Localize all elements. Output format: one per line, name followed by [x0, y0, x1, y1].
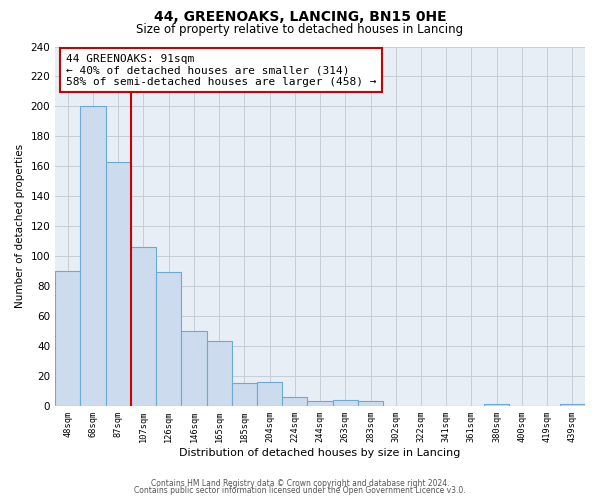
Bar	[232, 383, 257, 406]
Bar	[131, 247, 156, 406]
Bar	[106, 162, 131, 406]
Bar	[80, 106, 106, 406]
Text: Contains HM Land Registry data © Crown copyright and database right 2024.: Contains HM Land Registry data © Crown c…	[151, 478, 449, 488]
Y-axis label: Number of detached properties: Number of detached properties	[15, 144, 25, 308]
Bar	[358, 401, 383, 406]
Bar	[55, 271, 80, 406]
Text: Size of property relative to detached houses in Lancing: Size of property relative to detached ho…	[136, 22, 464, 36]
X-axis label: Distribution of detached houses by size in Lancing: Distribution of detached houses by size …	[179, 448, 461, 458]
Text: Contains public sector information licensed under the Open Government Licence v3: Contains public sector information licen…	[134, 486, 466, 495]
Bar	[307, 401, 332, 406]
Bar	[560, 404, 585, 406]
Text: 44, GREENOAKS, LANCING, BN15 0HE: 44, GREENOAKS, LANCING, BN15 0HE	[154, 10, 446, 24]
Bar	[332, 400, 358, 406]
Bar	[282, 396, 307, 406]
Bar	[206, 341, 232, 406]
Bar	[484, 404, 509, 406]
Bar	[181, 331, 206, 406]
Bar	[257, 382, 282, 406]
Text: 44 GREENOAKS: 91sqm
← 40% of detached houses are smaller (314)
58% of semi-detac: 44 GREENOAKS: 91sqm ← 40% of detached ho…	[66, 54, 376, 87]
Bar	[156, 272, 181, 406]
